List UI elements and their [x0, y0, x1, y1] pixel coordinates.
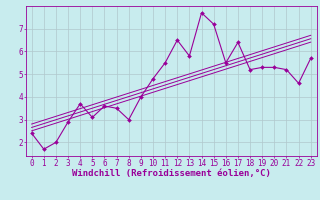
X-axis label: Windchill (Refroidissement éolien,°C): Windchill (Refroidissement éolien,°C)	[72, 169, 271, 178]
